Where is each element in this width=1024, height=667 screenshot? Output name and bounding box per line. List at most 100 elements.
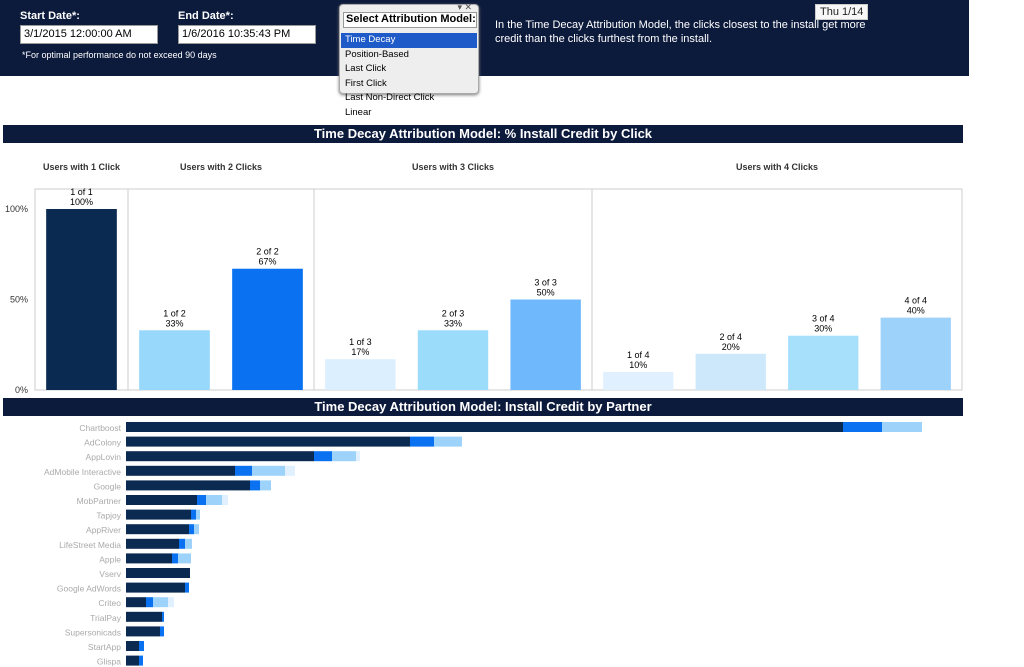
partner-bar-segment — [196, 509, 200, 520]
bar-label: 3 of 3 — [534, 278, 557, 288]
partner-bar-segment — [285, 465, 295, 476]
partner-label: TrialPay — [90, 613, 122, 623]
partner-label: AppRiver — [86, 525, 121, 535]
partner-bar-segment — [126, 422, 843, 432]
partner-bar-segment — [260, 480, 271, 491]
date-tooltip: Thu 1/14 — [815, 4, 869, 20]
partner-bar-segment — [139, 655, 143, 666]
partner-bar-segment — [162, 611, 164, 622]
bar-label: 1 of 2 — [163, 308, 186, 318]
panel-header: Users with 4 Clicks — [736, 162, 818, 172]
model-option[interactable]: Position-Based — [345, 48, 409, 60]
start-date-input[interactable]: 3/1/2015 12:00:00 AM — [20, 25, 158, 44]
partner-label: Tapjoy — [96, 511, 121, 521]
partner-bar-segment — [126, 495, 197, 505]
partner-label: MobPartner — [77, 496, 122, 506]
partner-bar-segment — [126, 582, 185, 593]
bar-value-label: 33% — [165, 318, 183, 328]
attribution-model-dropdown[interactable]: ▾ ✕ Select Attribution Model: Time Decay… — [339, 2, 479, 118]
partner-label: Glispa — [97, 657, 121, 667]
partner-bar-segment — [178, 553, 191, 564]
bar-label: 1 of 3 — [349, 337, 372, 347]
dropdown-options: Time Decay Position-Based Last Click First … — [341, 33, 477, 120]
partner-bar-segment — [185, 582, 189, 593]
partner-bar-segment — [126, 553, 172, 564]
y-tick-label: 50% — [10, 295, 28, 305]
bar — [788, 335, 859, 390]
click-chart-title: Time Decay Attribution Model: % Install … — [3, 125, 963, 143]
partner-chart-title: Time Decay Attribution Model: Install Cr… — [3, 398, 963, 416]
bar-label: 4 of 4 — [904, 296, 927, 306]
partner-bar-segment — [882, 422, 922, 432]
bar-label: 2 of 4 — [719, 332, 742, 342]
partner-bar-segment — [126, 509, 191, 520]
partner-bar-segment — [189, 524, 194, 535]
partner-bar-segment — [332, 451, 356, 462]
partner-bar-segment — [126, 568, 190, 578]
partner-bar-segment — [168, 597, 174, 608]
model-option[interactable]: First Click — [345, 77, 387, 89]
date-range-note: *For optimal performance do not exceed 9… — [22, 50, 217, 60]
partner-bar-segment — [434, 436, 462, 447]
model-option[interactable]: Last Click — [345, 63, 387, 74]
partner-bar-segment — [126, 451, 314, 462]
partner-bar-segment — [356, 451, 360, 462]
partner-bar-segment — [179, 538, 185, 549]
partner-bar-segment — [126, 641, 139, 651]
bar-value-label: 100% — [70, 197, 93, 207]
model-option[interactable]: Last Non-Direct Click — [345, 92, 435, 103]
bar-value-label: 50% — [537, 288, 555, 298]
partner-bar-segment — [126, 524, 189, 535]
partner-bar-segment — [153, 597, 168, 608]
partner-bar-segment — [126, 626, 160, 637]
bar — [139, 330, 210, 390]
bar-label: 2 of 2 — [256, 247, 279, 257]
partner-bar-segment — [126, 611, 162, 622]
partner-label: AdColony — [84, 438, 122, 448]
bar-value-label: 30% — [814, 324, 832, 334]
bar — [880, 317, 951, 390]
partner-bar-segment — [126, 538, 179, 549]
partner-bar-segment — [235, 465, 252, 476]
panel-header: Users with 3 Clicks — [412, 162, 494, 172]
partner-bar-segment — [222, 495, 228, 505]
bar — [46, 209, 117, 390]
partner-bar-segment — [191, 509, 196, 520]
bar — [417, 330, 489, 390]
partner-bar-segment — [126, 436, 410, 447]
partner-label: Chartboost — [79, 423, 121, 433]
start-date-label: Start Date*: — [20, 10, 80, 22]
partner-label: Google AdWords — [57, 584, 121, 594]
partner-bar-segment — [194, 524, 199, 535]
partner-label: AdMobile Interactive — [44, 467, 121, 477]
partner-label: Supersonicads — [65, 627, 121, 637]
panel-header: Users with 1 Click — [43, 162, 121, 172]
bar-value-label: 20% — [722, 342, 740, 352]
partner-bar-segment — [410, 436, 434, 447]
partner-bar-segment — [160, 626, 164, 637]
partner-credit-chart: Chartboost AdColony AppLovin AdMobile Inter… — [44, 422, 922, 667]
bar — [510, 299, 581, 390]
bar-value-label: 10% — [629, 360, 647, 370]
model-option[interactable]: Linear — [345, 106, 372, 118]
bar-label: 2 of 3 — [442, 308, 465, 318]
partner-bar-segment — [139, 641, 144, 651]
partner-bar-segment — [843, 422, 882, 432]
partner-bar-segment — [185, 538, 192, 549]
partner-bar-segment — [206, 495, 222, 505]
partner-bar-segment — [126, 597, 146, 608]
dropdown-title[interactable]: Select Attribution Model: — [343, 12, 477, 28]
partner-label: LifeStreet Media — [59, 540, 121, 550]
bar-label: 1 of 4 — [627, 350, 650, 360]
bar-label: 1 of 1 — [70, 187, 93, 197]
bar — [325, 359, 396, 390]
partner-bar-segment — [197, 495, 206, 505]
end-date-input[interactable]: 1/6/2016 10:35:43 PM — [178, 25, 316, 44]
partner-label: Criteo — [98, 598, 121, 608]
partner-bar-segment — [252, 465, 285, 476]
bar-value-label: 33% — [444, 318, 462, 328]
model-option[interactable]: Time Decay — [341, 33, 477, 48]
close-icon[interactable]: ▾ ✕ — [457, 2, 472, 12]
panel-header: Users with 2 Clicks — [180, 162, 262, 172]
partner-bar-segment — [314, 451, 332, 462]
